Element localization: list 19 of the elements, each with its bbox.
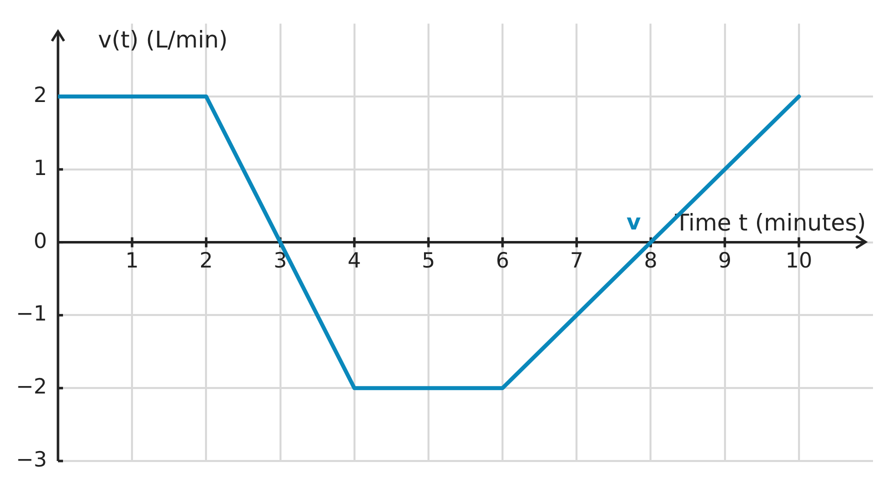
x-tick-label: 2 <box>199 248 213 272</box>
y-tick-label: −3 <box>16 447 47 472</box>
x-tick-label: 6 <box>496 248 510 272</box>
y-axis-title: v(t) (L/min) <box>98 28 228 54</box>
x-tick-label: 3 <box>274 248 287 272</box>
y-tick-label: 0 <box>34 228 47 253</box>
x-axis-title: Time t (minutes) <box>674 210 866 236</box>
y-tick-label: −2 <box>16 374 47 399</box>
x-tick-label: 10 <box>786 248 812 272</box>
x-tick-label: 5 <box>422 248 436 272</box>
y-tick-label: 2 <box>34 82 47 107</box>
x-tick-label: 8 <box>644 248 658 272</box>
y-tick-label: 1 <box>34 156 47 180</box>
x-tick-label: 1 <box>125 248 139 272</box>
x-tick-label: 7 <box>570 248 584 272</box>
y-tick-label: −1 <box>16 302 47 326</box>
x-tick-label: 9 <box>718 248 732 272</box>
x-tick-label: 4 <box>348 248 362 272</box>
series-label: v <box>626 210 642 236</box>
